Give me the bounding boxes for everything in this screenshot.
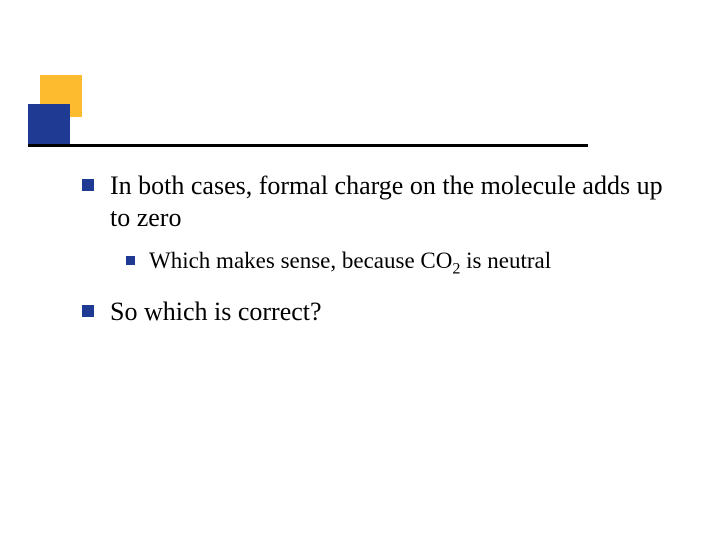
square-bullet-icon [126,256,135,265]
bullet-text: In both cases, formal charge on the mole… [110,170,682,233]
bullet-lvl1: So which is correct? [82,296,682,328]
bullet-text: Which makes sense, because CO2 is neutra… [149,247,551,280]
header-divider-line [28,144,588,147]
content-area: In both cases, formal charge on the mole… [82,170,682,342]
bullet-text-prefix: Which makes sense, because CO [149,248,452,273]
bullet-lvl2: Which makes sense, because CO2 is neutra… [126,247,682,280]
bullet-lvl1: In both cases, formal charge on the mole… [82,170,682,233]
header-square-blue [28,104,70,146]
bullet-text-suffix: is neutral [460,248,551,273]
square-bullet-icon [82,179,94,191]
square-bullet-icon [82,305,94,317]
slide: In both cases, formal charge on the mole… [0,0,720,540]
bullet-text: So which is correct? [110,296,322,328]
